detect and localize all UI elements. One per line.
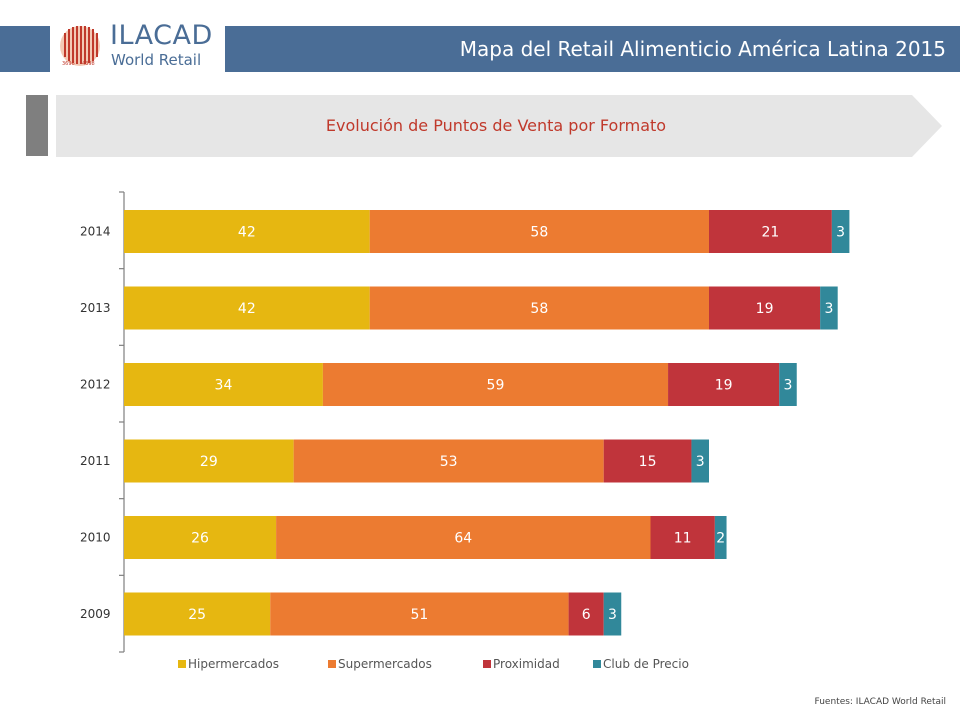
- legend-label: Proximidad: [493, 657, 560, 671]
- bar-segment: [779, 363, 797, 406]
- logo: 3696 4398 ILACAD World Retail: [50, 17, 225, 75]
- data-label: 19: [756, 301, 774, 317]
- data-label: 6: [582, 607, 591, 623]
- data-label: 53: [440, 454, 458, 470]
- legend-swatch: [483, 660, 491, 668]
- legend-label: Hipermercados: [188, 657, 279, 671]
- data-label: 19: [715, 378, 733, 394]
- data-label: 25: [188, 607, 206, 623]
- bar-segment: [124, 516, 277, 559]
- data-label: 51: [411, 607, 429, 623]
- page-title: Mapa del Retail Alimenticio América Lati…: [459, 37, 946, 61]
- data-label: 2: [716, 531, 725, 547]
- category-label: 2011: [80, 454, 111, 468]
- bar-segment: [369, 286, 709, 330]
- data-label: 58: [530, 225, 548, 241]
- bar-segment: [124, 592, 271, 636]
- logo-emblem-left-number: 3696: [62, 61, 75, 67]
- bar-segment: [124, 363, 323, 406]
- bar-segment: [124, 286, 370, 330]
- data-label: 29: [200, 454, 218, 470]
- bar-segment: [650, 516, 715, 559]
- legend-swatch: [178, 660, 186, 668]
- logo-emblem-right-number: 4398: [82, 61, 95, 67]
- bar-segment: [124, 210, 370, 253]
- legend-label: Club de Precio: [603, 657, 689, 671]
- bar-segment: [568, 592, 604, 636]
- bar-segment: [691, 439, 709, 483]
- chart-subtitle: Evolución de Puntos de Venta por Formato: [325, 116, 667, 135]
- data-label: 34: [215, 378, 233, 394]
- logo-subtitle: World Retail: [111, 51, 202, 69]
- bar-segment: [603, 439, 692, 483]
- data-label: 15: [639, 454, 657, 470]
- category-label: 2010: [80, 531, 111, 545]
- bar-segment: [709, 286, 821, 330]
- source-note: Fuentes: ILACAD World Retail: [814, 697, 946, 707]
- bar-segment: [820, 286, 838, 330]
- data-label: 3: [836, 225, 845, 241]
- data-label: 3: [784, 378, 793, 394]
- legend-label: Supermercados: [338, 657, 432, 671]
- bar-segment: [322, 363, 669, 406]
- bar-segment: [714, 516, 727, 559]
- logo-word: ILACAD: [110, 20, 213, 51]
- data-label: 11: [674, 531, 692, 547]
- bar-segment: [668, 363, 780, 406]
- bar-segment: [270, 592, 569, 636]
- data-label: 3: [608, 607, 617, 623]
- category-label: 2014: [80, 225, 111, 239]
- data-label: 42: [238, 225, 256, 241]
- section-tab: [26, 95, 48, 156]
- legend-swatch: [328, 660, 336, 668]
- bar-segment: [603, 592, 622, 636]
- bar-segment: [124, 439, 294, 483]
- category-label: 2013: [80, 301, 111, 315]
- data-label: 42: [238, 301, 256, 317]
- data-label: 21: [762, 225, 780, 241]
- logo-emblem-icon: 3696 4398: [60, 26, 100, 67]
- bar-segment: [293, 439, 604, 483]
- legend-swatch: [593, 660, 601, 668]
- data-label: 59: [487, 378, 505, 394]
- data-label: 3: [696, 454, 705, 470]
- data-label: 58: [530, 301, 548, 317]
- data-label: 64: [454, 531, 472, 547]
- category-label: 2012: [80, 378, 111, 392]
- subtitle-banner: [56, 95, 942, 157]
- bar-segment: [709, 210, 832, 253]
- bar-segment: [276, 516, 651, 559]
- category-label: 2009: [80, 607, 111, 621]
- bar-segment: [831, 210, 850, 253]
- data-label: 26: [191, 531, 209, 547]
- bar-segment: [369, 210, 709, 253]
- data-label: 3: [824, 301, 833, 317]
